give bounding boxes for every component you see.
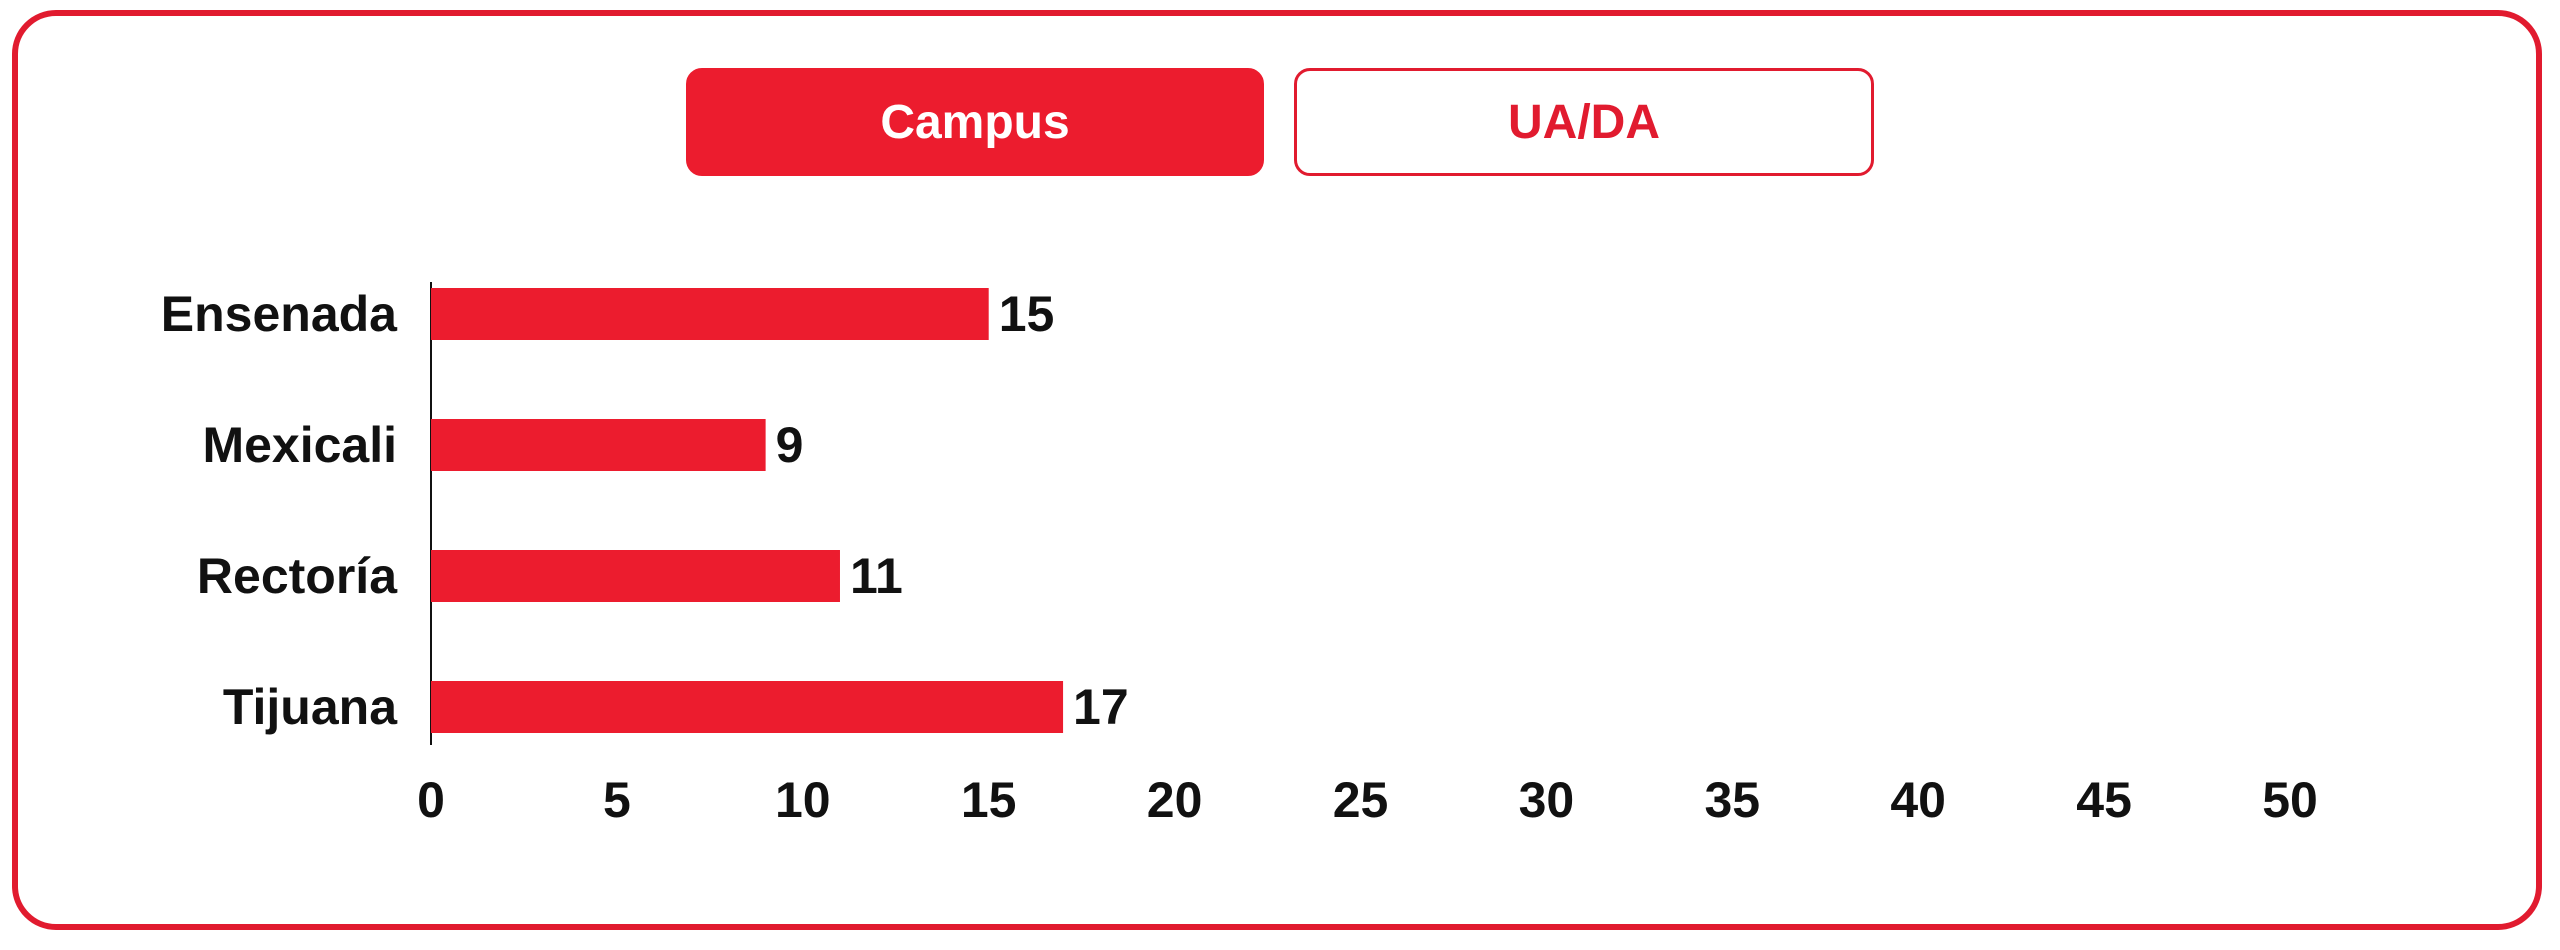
x-tick-label: 20 xyxy=(1147,772,1203,828)
bar xyxy=(431,681,1064,733)
data-label: 17 xyxy=(1073,679,1129,735)
x-tick-label: 10 xyxy=(775,772,831,828)
x-tick-label: 40 xyxy=(1890,772,1946,828)
x-tick-label: 5 xyxy=(603,772,631,828)
bar xyxy=(431,288,989,340)
bar xyxy=(431,550,840,602)
x-tick-label: 0 xyxy=(417,772,445,828)
category-label: Mexicali xyxy=(202,417,397,473)
x-tick-label: 50 xyxy=(2262,772,2318,828)
data-label: 9 xyxy=(776,417,804,473)
tab-ua-da[interactable]: UA/DA xyxy=(1294,68,1874,176)
x-tick-label: 35 xyxy=(1704,772,1760,828)
category-label: Ensenada xyxy=(161,286,398,342)
category-label: Rectoría xyxy=(197,548,398,604)
x-tick-label: 30 xyxy=(1519,772,1575,828)
x-tick-label: 15 xyxy=(961,772,1017,828)
category-label: Tijuana xyxy=(223,679,398,735)
data-label: 15 xyxy=(999,286,1055,342)
bar xyxy=(431,419,766,471)
x-tick-label: 25 xyxy=(1333,772,1389,828)
tab-campus[interactable]: Campus xyxy=(686,68,1264,176)
data-label: 11 xyxy=(850,548,903,604)
x-tick-label: 45 xyxy=(2076,772,2132,828)
